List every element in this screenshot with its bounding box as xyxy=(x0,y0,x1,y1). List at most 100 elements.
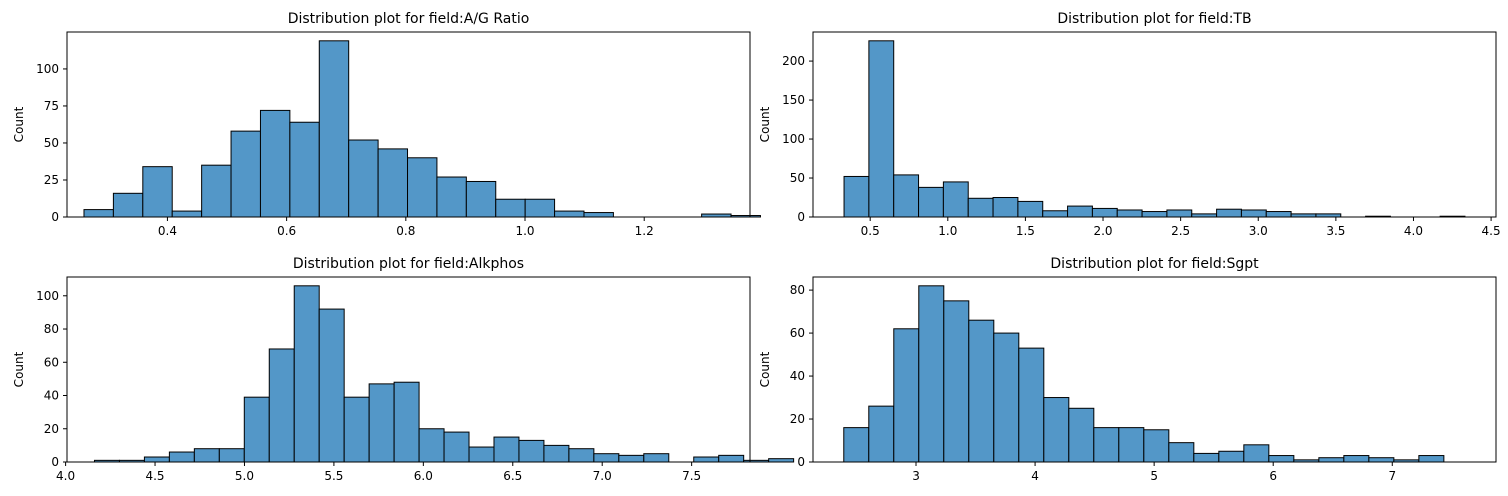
histogram-bar xyxy=(318,40,350,218)
plot-frame xyxy=(66,31,751,218)
histogram-bar xyxy=(893,328,920,463)
x-tick-label: 0.4 xyxy=(158,224,177,238)
histogram-bar xyxy=(1193,452,1220,463)
x-tick-label: 1.0 xyxy=(515,224,534,238)
y-tick-label: 0 xyxy=(797,210,805,224)
x-tick-label: 7 xyxy=(1388,469,1396,483)
histogram-bar xyxy=(1240,209,1267,218)
histogram-bar xyxy=(268,348,295,463)
y-tick-label: 20 xyxy=(44,422,59,436)
chart-ag-ratio: 0.4 0.6 0.8 1.0 1.2 0 25 50 75 100 Count Distributi… xyxy=(12,11,761,238)
histogram-bar xyxy=(368,383,395,463)
x-tick-label: 7.5 xyxy=(682,469,701,483)
x-tick-label: 1.2 xyxy=(635,224,654,238)
histogram-bar xyxy=(83,209,114,218)
histogram-bar xyxy=(1091,207,1118,218)
histogram-bar xyxy=(289,121,320,218)
histogram-bar xyxy=(201,164,232,218)
histogram-bar xyxy=(1268,455,1295,463)
x-tick-label: 5.0 xyxy=(235,469,254,483)
histogram-bar xyxy=(168,451,195,463)
histogram-bar xyxy=(343,396,370,463)
x-tick-label: 6.0 xyxy=(414,469,433,483)
histogram-bar xyxy=(518,439,545,463)
y-axis-label: Count xyxy=(758,106,772,142)
histogram-bar xyxy=(495,198,526,218)
histogram-bar xyxy=(465,180,497,218)
histogram-bar xyxy=(593,453,620,463)
x-tick-label: 2.0 xyxy=(1093,224,1112,238)
histogram-bar xyxy=(843,427,870,463)
y-tick-label: 0 xyxy=(51,210,59,224)
x-tick-label: 2.5 xyxy=(1171,224,1190,238)
histogram-bar xyxy=(1143,429,1170,463)
histogram-bar xyxy=(1243,444,1270,463)
histogram-bar xyxy=(143,456,170,463)
y-tick-label: 50 xyxy=(790,171,805,185)
histogram-bar xyxy=(1068,407,1095,463)
histogram-bar xyxy=(1368,457,1395,463)
histogram-bar xyxy=(718,454,745,463)
x-tick-label: 0.8 xyxy=(396,224,415,238)
x-tick-label: 4.5 xyxy=(1482,224,1501,238)
x-tick-label: 5.5 xyxy=(324,469,343,483)
x-tick-label: 0.5 xyxy=(861,224,880,238)
histogram-bar xyxy=(893,174,920,218)
histogram-bar xyxy=(1067,205,1093,218)
histogram-bar xyxy=(554,210,585,218)
plot-frame xyxy=(66,276,751,463)
y-tick-label: 80 xyxy=(44,322,59,336)
histogram-bar xyxy=(1118,427,1145,463)
histogram-bar xyxy=(992,197,1019,218)
y-tick-label: 20 xyxy=(790,412,805,426)
y-axis-label: Count xyxy=(12,106,26,142)
y-axis-label: Count xyxy=(12,351,26,387)
chart-alkphos: 4.0 4.5 5.0 5.5 6.0 6.5 7.0 7.5 0 20 40 60 80 100 Coun… xyxy=(12,256,795,483)
histogram-bar xyxy=(1141,211,1168,218)
y-axis-label: Count xyxy=(758,351,772,387)
histogram-bar xyxy=(407,157,438,218)
histogram-bar xyxy=(493,436,520,463)
histogram-bar xyxy=(443,431,470,463)
chart-sgpt: 3 4 5 6 7 0 20 40 60 80 Count Distribution plot for… xyxy=(758,256,1497,483)
histogram-bar xyxy=(868,40,895,218)
histogram-bar xyxy=(768,458,795,463)
histogram-bar xyxy=(348,139,379,218)
histogram-bar xyxy=(1216,208,1242,218)
y-tick-label: 0 xyxy=(797,455,805,469)
y-tick-label: 40 xyxy=(44,389,59,403)
x-tick-label: 4.0 xyxy=(56,469,75,483)
histogram-bar xyxy=(418,428,445,463)
x-tick-label: 3 xyxy=(912,469,920,483)
chart-title: Distribution plot for field:Alkphos xyxy=(293,256,524,272)
x-tick-label: 3.0 xyxy=(1249,224,1268,238)
y-tick-label: 0 xyxy=(51,455,59,469)
y-tick-label: 100 xyxy=(782,132,805,146)
histogram-bar xyxy=(230,130,261,218)
histogram-bar xyxy=(1343,455,1370,463)
y-tick-label: 100 xyxy=(36,62,59,76)
histogram-bar xyxy=(259,109,291,218)
histogram-bar xyxy=(918,186,944,218)
y-tick-label: 40 xyxy=(790,369,805,383)
y-tick-label: 100 xyxy=(36,289,59,303)
y-tick-label: 25 xyxy=(44,173,59,187)
histogram-bar xyxy=(1043,397,1070,463)
histogram-bar xyxy=(524,198,556,218)
histogram-bar xyxy=(1265,211,1292,218)
x-tick-label: 4 xyxy=(1031,469,1039,483)
y-tick-label: 75 xyxy=(44,99,59,113)
histogram-bar xyxy=(1017,200,1044,218)
plot-frame xyxy=(812,31,1497,218)
x-tick-label: 4.5 xyxy=(145,469,164,483)
x-tick-label: 6 xyxy=(1269,469,1277,483)
histogram-bar xyxy=(436,176,467,218)
histogram-bar xyxy=(568,448,595,463)
histogram-bar xyxy=(843,175,870,218)
x-tick-label: 5 xyxy=(1150,469,1158,483)
histogram-bar xyxy=(693,456,720,463)
histogram-bar xyxy=(243,396,270,463)
histogram-bar xyxy=(943,300,970,463)
chart-title: Distribution plot for field:TB xyxy=(1057,11,1251,27)
x-tick-label: 1.5 xyxy=(1016,224,1035,238)
